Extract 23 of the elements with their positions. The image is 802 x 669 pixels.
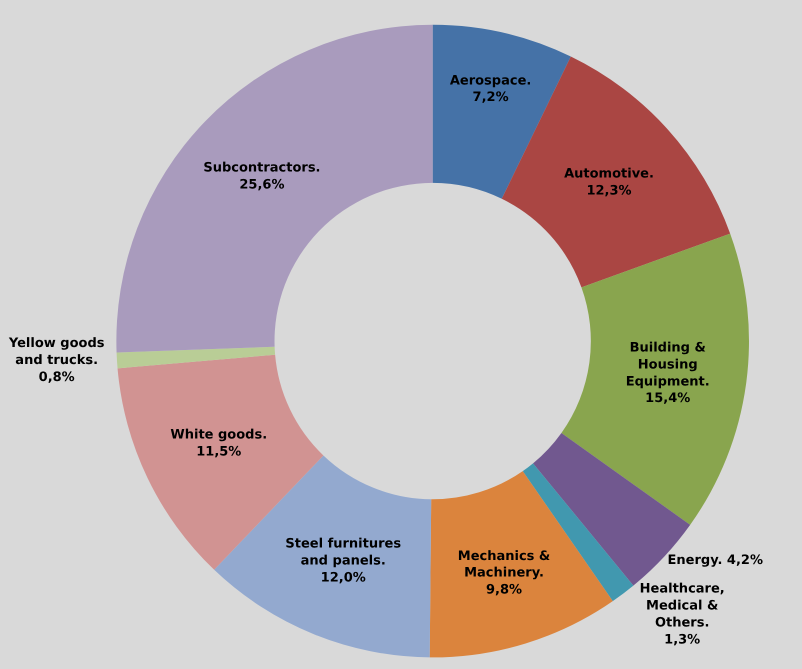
- donut-slice: [430, 471, 613, 658]
- data-label: 0,8%: [38, 370, 75, 385]
- slice-label: Energy. 4,2%: [668, 553, 763, 568]
- slice-label: Aerospace.: [450, 73, 532, 88]
- data-label: 1,3%: [664, 632, 700, 648]
- donut-slice: [116, 24, 433, 353]
- data-label: 7,2%: [472, 90, 509, 106]
- slice-label: Steel furnitures and panels.: [285, 536, 402, 568]
- data-label: 11,5%: [196, 444, 242, 460]
- slice-label: Healthcare, Medical & Others.: [640, 582, 725, 630]
- donut-slice: [116, 346, 276, 368]
- data-label: 25,6%: [239, 177, 284, 192]
- data-label: 12,0%: [320, 570, 366, 586]
- data-label: 12,3%: [586, 183, 632, 198]
- slice-label: White goods.: [170, 428, 268, 443]
- slice-label: Mechanics & Machinery.: [458, 548, 550, 581]
- data-label: 9,8%: [486, 582, 522, 598]
- slice-label: Subcontractors.: [203, 160, 321, 176]
- data-label: 15,4%: [645, 391, 690, 406]
- slice-label: Yellow goods and trucks.: [8, 336, 105, 368]
- slice-label: Building & Housing Equipment.: [626, 340, 710, 390]
- donut-slice: [561, 234, 749, 525]
- slice-label: Automotive.: [564, 166, 654, 182]
